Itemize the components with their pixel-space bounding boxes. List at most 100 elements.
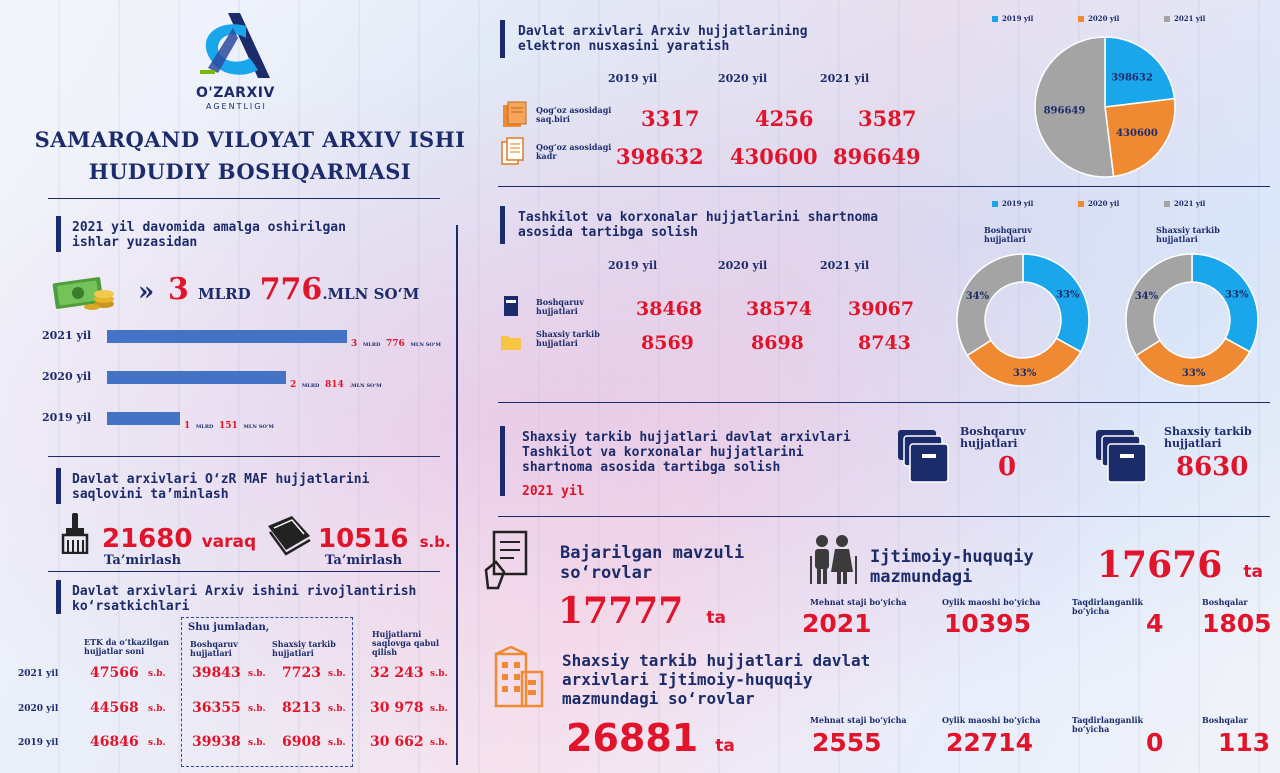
works-header-line1: 2021 yil davomida amalga oshirilgan: [72, 220, 346, 235]
donut2-title: Shaxsiy tarkib hujjatlari: [1156, 226, 1220, 244]
dev-col-s-line1: Shaxsiy tarkib: [272, 639, 336, 649]
personnel-total: 26881 ta: [566, 716, 735, 760]
elec-row2-2021: 896649: [833, 144, 921, 169]
cat-label: Boshqalar: [1202, 715, 1248, 725]
row2-value: 113: [1218, 728, 1271, 757]
org-header-line2: asosida tartibga solish: [518, 225, 699, 240]
dev-unit: s.b.: [148, 704, 166, 714]
folders-icon: [896, 428, 950, 484]
elderly-people-icon: [806, 534, 860, 586]
logo-mark-icon: [200, 13, 270, 78]
section-accent: [500, 426, 505, 496]
dev-col-etk-line2: hujjatlar soni: [84, 646, 145, 656]
dev-col-etk-line1: ETK da o‘tkazilgan: [84, 637, 170, 647]
org-year-2019: 2019 yil: [608, 259, 658, 272]
maf-header-line1: Davlat arxivlari O‘zR MAF hujjatlarini: [72, 472, 370, 487]
legend-item: 2021 yil: [1164, 14, 1205, 23]
bar-value-label: 3 MLRD 776 MLN SO‘M: [351, 339, 441, 349]
contract-b-label-line1: Boshqaruv: [960, 425, 1026, 438]
cat-label: Taqdirlanganlik bo‘yicha: [1072, 716, 1143, 734]
page-title-line2: HUDUDIY BOSHQARMASI: [88, 159, 412, 184]
elec-row1-2019: 3317: [641, 106, 700, 131]
section-accent: [56, 468, 61, 504]
org-year-2020: 2020 yil: [718, 259, 768, 272]
donut1-title-line2: hujjatlari: [984, 234, 1026, 244]
maf-right-unit: s.b.: [419, 533, 451, 551]
contract-year: 2021 yil: [522, 484, 585, 499]
dev-cell-year: 2019 yil: [18, 738, 59, 748]
social-total-unit: ta: [1243, 562, 1263, 582]
works-total: 3 MLRD 776.MLN SO‘M: [168, 272, 419, 307]
elec-row1-2020: 4256: [755, 106, 814, 131]
row2-value: 0: [1146, 728, 1164, 757]
cat-label: Taqdirlanganlik bo‘yicha: [1072, 598, 1143, 616]
dev-col-s-line2: hujjatlari: [272, 648, 314, 658]
cat-label-line2: bo‘yicha: [1072, 606, 1110, 616]
money-icon: [52, 274, 118, 312]
pie-slice: [1034, 36, 1115, 178]
dev-header-line2: ko‘rsatkichlari: [72, 599, 190, 614]
org-row2-2021: 8743: [858, 332, 911, 354]
dev-unit: s.b.: [148, 669, 166, 679]
social-total: 17676 ta: [1097, 544, 1263, 586]
dev-cell-s: 7723: [282, 665, 321, 681]
dev-col-q: Hujjatlarni saqlovga qabul qilish: [372, 630, 439, 657]
dev-unit: s.b.: [430, 669, 448, 679]
donut-segment: [1135, 337, 1251, 387]
dev-col-b-line1: Boshqaruv: [190, 639, 238, 649]
donut-chart-boshqaruv: 33% 33% 34%: [956, 253, 1090, 387]
org-row2-2020: 8698: [751, 332, 804, 354]
divider: [498, 402, 1270, 403]
dev-cell-etk: 46846: [90, 734, 139, 750]
donut-label: 33%: [1056, 290, 1080, 301]
maf-header: Davlat arxivlari O‘zR MAF hujjatlarini s…: [72, 472, 432, 502]
bar-year-label: 2019 yil: [42, 411, 92, 424]
dev-unit: s.b.: [328, 704, 346, 714]
org-row2-label-line1: Shaxsiy tarkib: [536, 329, 600, 339]
requests-total-unit: ta: [706, 608, 726, 628]
elec-row2-2020: 430600: [730, 144, 818, 169]
divider: [456, 225, 458, 765]
cat-label: Mehnat staji bo‘yicha: [810, 715, 907, 725]
row2-value: 2555: [812, 728, 882, 757]
social-total-value: 17676: [1097, 544, 1223, 586]
personnel-total-unit: ta: [715, 736, 735, 756]
row1-value: 1805: [1202, 609, 1272, 638]
donut2-title-line2: hujjatlari: [1156, 234, 1198, 244]
building-icon: [490, 645, 546, 708]
contract-s-label-line1: Shaxsiy tarkib: [1164, 425, 1252, 438]
documents-icon: [500, 136, 530, 166]
dev-unit: s.b.: [328, 669, 346, 679]
org-row2-label-line2: hujjatlari: [536, 338, 578, 348]
dev-cell-s: 8213: [282, 700, 321, 716]
cat-label-line2: bo‘yicha: [1072, 724, 1110, 734]
donut1-title-line1: Boshqaruv: [984, 225, 1032, 235]
section-accent: [500, 206, 505, 244]
elec-header-line1: Davlat arxivlari Arxiv hujjatlarining: [518, 24, 808, 39]
elec-year-2020: 2020 yil: [718, 72, 768, 85]
personnel-header-line2: arxivlari Ijtimoiy-huquqiy: [562, 670, 813, 689]
dev-cell-q: 32 243: [370, 665, 424, 681]
elec-row2-label: Qog‘oz asosidagi kadr: [536, 143, 611, 161]
donut-segment: [956, 253, 1024, 357]
contract-line1: Shaxsiy tarkib hujjatlari davlat arxivla…: [522, 430, 851, 445]
personnel-header-line1: Shaxsiy tarkib hujjatlari davlat: [562, 651, 871, 670]
dev-col-q-line2: saqlovga qabul: [372, 638, 440, 648]
dev-col-q-line1: Hujjatlarni: [372, 629, 422, 639]
row2-value: 22714: [946, 728, 1033, 757]
row1-value: 10395: [944, 609, 1031, 638]
divider: [48, 456, 440, 457]
dev-unit: s.b.: [248, 704, 266, 714]
maf-right: 10516 s.b.: [318, 524, 451, 554]
divider: [48, 198, 440, 199]
divider: [498, 516, 1270, 517]
donut-segment: [966, 337, 1082, 387]
requests-total-value: 17777: [558, 590, 684, 632]
dev-col-s: Shaxsiy tarkib hujjatlari: [272, 640, 336, 658]
legend-item: 2019 yil: [992, 199, 1033, 208]
donut-label: 34%: [966, 291, 990, 302]
elec-row1-label: Qog‘oz asosidagi saq.biri: [536, 106, 611, 124]
contract-header: Shaxsiy tarkib hujjatlari davlat arxivla…: [522, 430, 882, 475]
org-header: Tashkilot va korxonalar hujjatlarini sha…: [518, 210, 898, 240]
dev-cell-etk: 44568: [90, 700, 139, 716]
